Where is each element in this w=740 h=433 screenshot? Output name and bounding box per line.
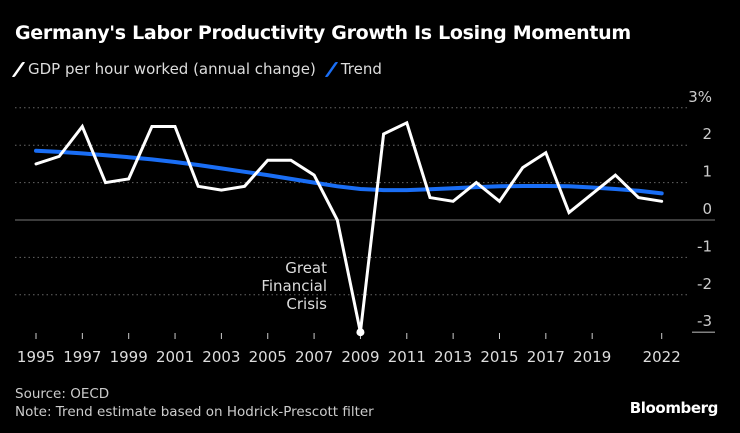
- legend: GDP per hour worked (annual change) Tren…: [11, 60, 382, 78]
- legend-label-trend: Trend: [340, 60, 382, 78]
- y-tick-label: 1: [702, 163, 712, 181]
- x-tick-label: 2015: [480, 348, 518, 366]
- y-tick-label: -3: [697, 312, 712, 330]
- annotation-text: Crisis: [286, 295, 327, 313]
- annotation-text: Financial: [261, 277, 327, 295]
- y-tick-label: -2: [697, 275, 712, 293]
- x-tick-label: 2017: [527, 348, 565, 366]
- y-tick-label: 2: [702, 125, 712, 143]
- x-tick-label: 2011: [388, 348, 426, 366]
- y-tick-label: 3%: [688, 88, 712, 106]
- x-tick-label: 2005: [249, 348, 287, 366]
- annotation-text: Great: [285, 259, 327, 277]
- note-text: Note: Trend estimate based on Hodrick-Pr…: [15, 404, 374, 420]
- x-tick-label: 2022: [643, 348, 681, 366]
- x-tick-label: 1999: [110, 348, 148, 366]
- source-text: Source: OECD: [15, 386, 110, 402]
- x-tick-label: 2019: [573, 348, 611, 366]
- x-tick-label: 2013: [434, 348, 472, 366]
- gdp-per-hour-line: [34, 120, 664, 333]
- y-tick-label: -1: [697, 237, 712, 255]
- footer: Source: OECD Note: Trend estimate based …: [15, 385, 374, 421]
- legend-label-gdp: GDP per hour worked (annual change): [28, 60, 316, 78]
- y-tick-label: 0: [702, 200, 712, 218]
- x-tick-label: 2001: [156, 348, 194, 366]
- trend-line: [34, 148, 664, 196]
- annotation-marker: [356, 328, 365, 337]
- chart-title: Germany's Labor Productivity Growth Is L…: [15, 22, 631, 44]
- x-tick-label: 2007: [295, 348, 333, 366]
- x-tick-label: 1995: [17, 348, 55, 366]
- x-tick-label: 1997: [63, 348, 101, 366]
- x-tick-label: 2009: [341, 348, 379, 366]
- x-tick-label: 2003: [202, 348, 240, 366]
- bloomberg-logo: Bloomberg: [629, 399, 719, 417]
